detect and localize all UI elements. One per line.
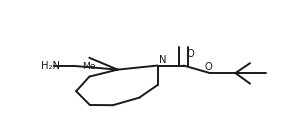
Text: H₂N: H₂N — [41, 61, 60, 71]
Text: O: O — [205, 62, 213, 72]
Text: Me: Me — [83, 62, 96, 71]
Text: N: N — [159, 55, 166, 65]
Text: O: O — [186, 49, 194, 59]
